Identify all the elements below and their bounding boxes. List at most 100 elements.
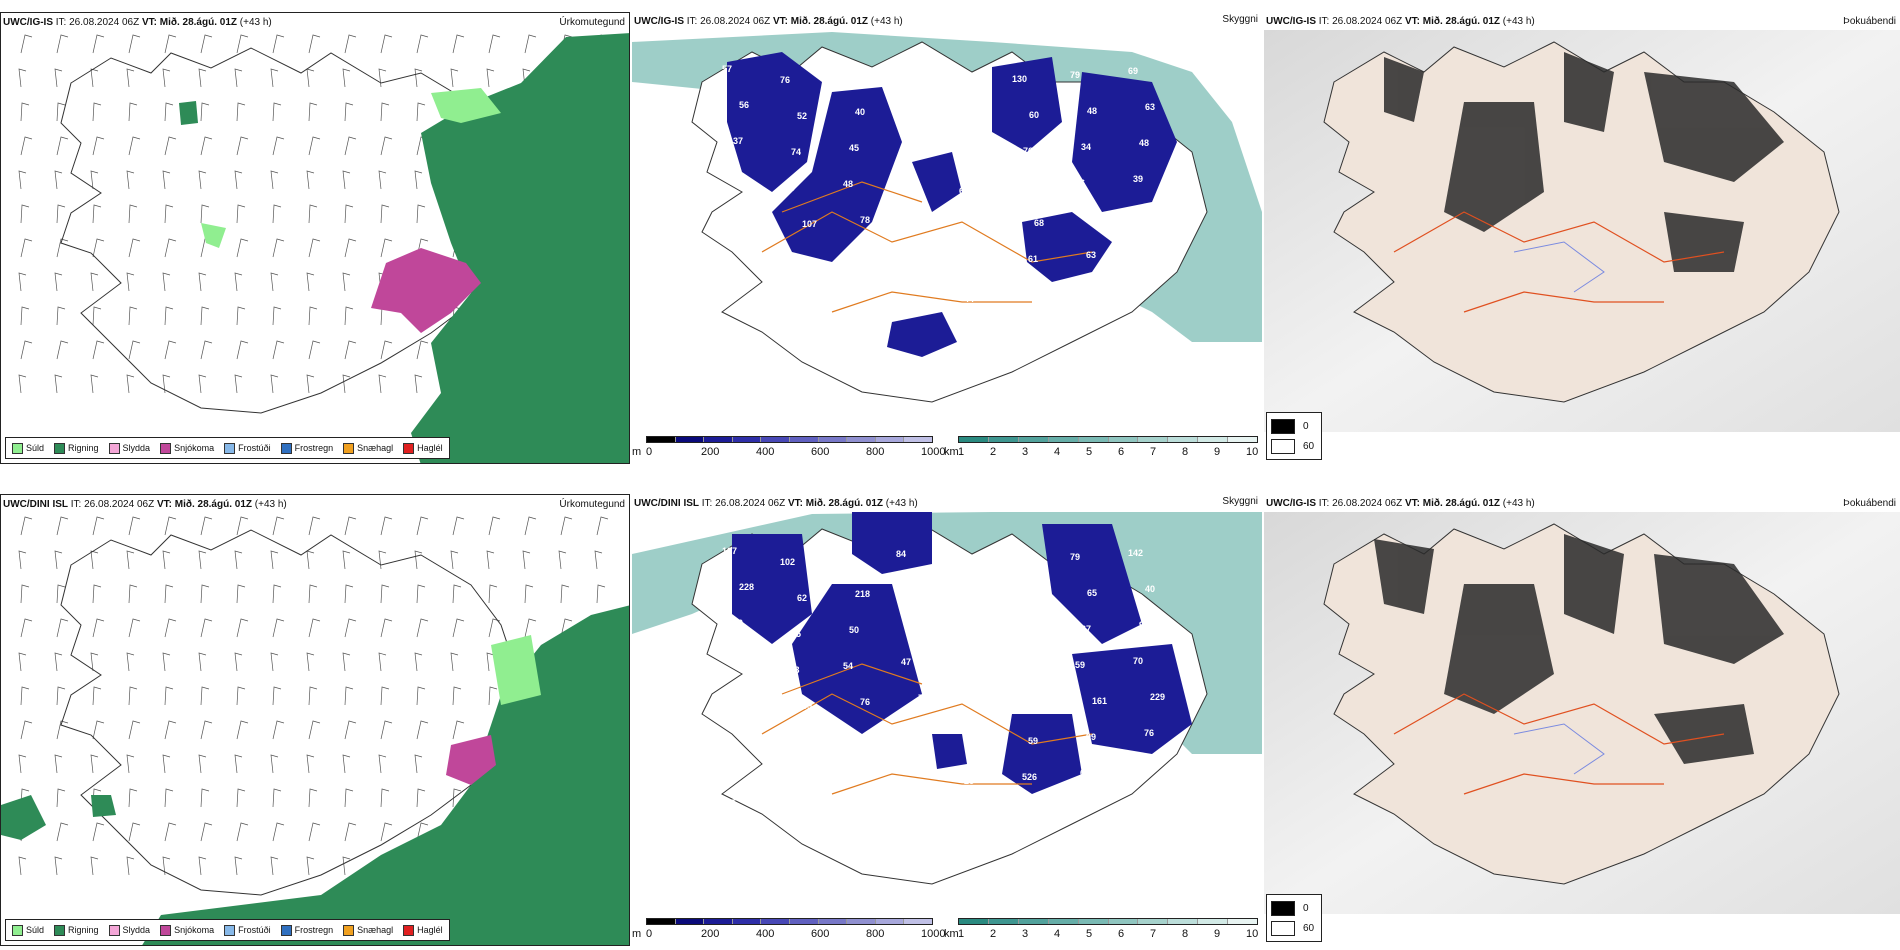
wind-barb <box>128 136 141 156</box>
wind-barb <box>272 136 285 156</box>
wind-barb <box>342 754 351 774</box>
cloud-base-value: 63 <box>1086 250 1096 260</box>
legend-item: Frostregn <box>280 924 333 936</box>
cloud-base-value: 28 <box>964 776 974 786</box>
wind-barb <box>414 68 423 88</box>
wind-barb <box>164 516 177 536</box>
cloud-base-value: 80 <box>796 255 806 265</box>
wind-barb <box>56 204 66 224</box>
cloud-base-value: 107 <box>802 219 817 229</box>
wind-barb <box>488 34 501 54</box>
wind-barb <box>164 306 174 326</box>
wind-barb <box>380 204 390 224</box>
cloud-base-value: 61 <box>1028 254 1038 264</box>
wind-barb <box>54 856 63 876</box>
wind-barb <box>344 822 357 842</box>
legend-label: Slydda <box>122 925 151 935</box>
rain-patch-west <box>179 101 198 125</box>
visibility-map: 57 76 54 36 82 130 79 69 56 52 40 42 56 60 48 63 37 74 45 5… <box>632 32 1262 403</box>
legend-item: Snjókoma <box>160 924 214 936</box>
wind-barb <box>54 68 63 88</box>
colorbar-tick: 800 <box>866 928 885 940</box>
wind-barb <box>524 34 537 54</box>
cloud-base-value: 45 <box>849 143 859 153</box>
cloud-base-value: 40 <box>965 150 975 160</box>
legend-item: Rigning <box>54 924 99 936</box>
wind-barb <box>18 68 27 88</box>
cloud-base-value: 30 <box>842 805 852 815</box>
visibility-scale: km 1 2 3 4 5 6 7 8 9 10 <box>944 436 1262 464</box>
wind-barb <box>234 754 243 774</box>
legend-item: Frostúði <box>224 442 271 454</box>
drizzle-patch-west <box>201 223 226 248</box>
colorbar-tick: 0 <box>646 446 653 458</box>
wind-barb <box>234 272 243 292</box>
model-name: UWC/DINI ISL <box>634 498 699 509</box>
lead-time: (+43 h) <box>885 498 918 509</box>
legend-label: Frostúði <box>238 443 271 453</box>
cloud-base-value: 48 <box>1087 106 1097 116</box>
cloud-base-value: 52 <box>797 111 807 121</box>
cloud-base-value: 62 <box>976 704 986 714</box>
wind-barb <box>236 720 249 740</box>
legend-swatch <box>343 442 355 454</box>
wind-barb <box>162 68 171 88</box>
wind-barb <box>486 68 495 88</box>
legend-label: Frostregn <box>294 443 334 453</box>
wind-barb <box>380 136 393 156</box>
wind-barb <box>308 136 321 156</box>
cloud-height-scale: m 0 200 400 600 800 1000 <box>632 918 945 946</box>
fog-legend-item: 60 <box>1271 921 1314 936</box>
wind-barb <box>54 170 63 190</box>
colorbar-unit: m <box>632 446 642 458</box>
visibility-scale: km 1 2 3 4 5 6 7 8 9 10 <box>944 918 1262 946</box>
wind-barb <box>236 102 246 122</box>
cloud-base-value: 69 <box>958 812 968 822</box>
wind-barb <box>272 822 285 842</box>
cloud-base-value: 73 <box>732 280 742 290</box>
wind-barb <box>128 788 138 808</box>
wind-barb <box>162 272 171 292</box>
cloud-base-value: 59 <box>785 183 795 193</box>
wind-barb <box>596 516 609 536</box>
cloud-base-value: 67 <box>1081 624 1091 634</box>
wind-barb <box>128 516 141 536</box>
wind-barb <box>200 306 210 326</box>
wind-barb <box>416 584 426 604</box>
cloud-base-value: 48 <box>1034 700 1044 710</box>
panel-title: Skyggni <box>1222 14 1258 25</box>
wind-barb <box>200 34 213 54</box>
cloud-base-value: 229 <box>1150 692 1165 702</box>
cloud-base-value: 60 <box>912 247 922 257</box>
cloud-base-value: 69 <box>1128 66 1138 76</box>
cloud-base-value: 60 <box>1029 110 1039 120</box>
cloud-base-value: 556 <box>1022 290 1037 300</box>
wind-barb <box>56 686 66 706</box>
cloud-base-value: 82 <box>954 78 964 88</box>
wind-barb <box>344 788 354 808</box>
wind-barb <box>236 584 246 604</box>
wind-barb <box>450 68 459 88</box>
wind-barb <box>344 340 357 360</box>
valid-time: Mið. 28.ágú. 01Z <box>805 498 883 509</box>
wind-barb <box>128 720 141 740</box>
visibility-map: 127 102 65 84 60 59 79 142 228 62 218 62 53 82 65 40 60 6… <box>632 512 1262 885</box>
wind-barb <box>308 788 318 808</box>
iceland-coastline <box>60 47 522 414</box>
wind-barb <box>200 788 210 808</box>
drizzle-area <box>431 88 501 123</box>
legend-swatch <box>108 924 120 936</box>
cloud-base-value: 102 <box>780 557 795 567</box>
cloud-base-value: 82 <box>1029 592 1039 602</box>
wind-barb <box>20 686 30 706</box>
fog-legend-item: 0 <box>1271 901 1309 916</box>
wind-barb <box>200 136 213 156</box>
cloud-base-value: 84 <box>896 549 906 559</box>
wind-barb <box>416 788 426 808</box>
wind-barb <box>164 720 177 740</box>
cloud-base-value: 59 <box>1075 660 1085 670</box>
init-time: IT: 26.08.2024 06Z <box>1318 498 1403 509</box>
cloud-base-value: 74 <box>918 693 928 703</box>
wind-barb <box>90 68 99 88</box>
wind-barb <box>234 68 243 88</box>
